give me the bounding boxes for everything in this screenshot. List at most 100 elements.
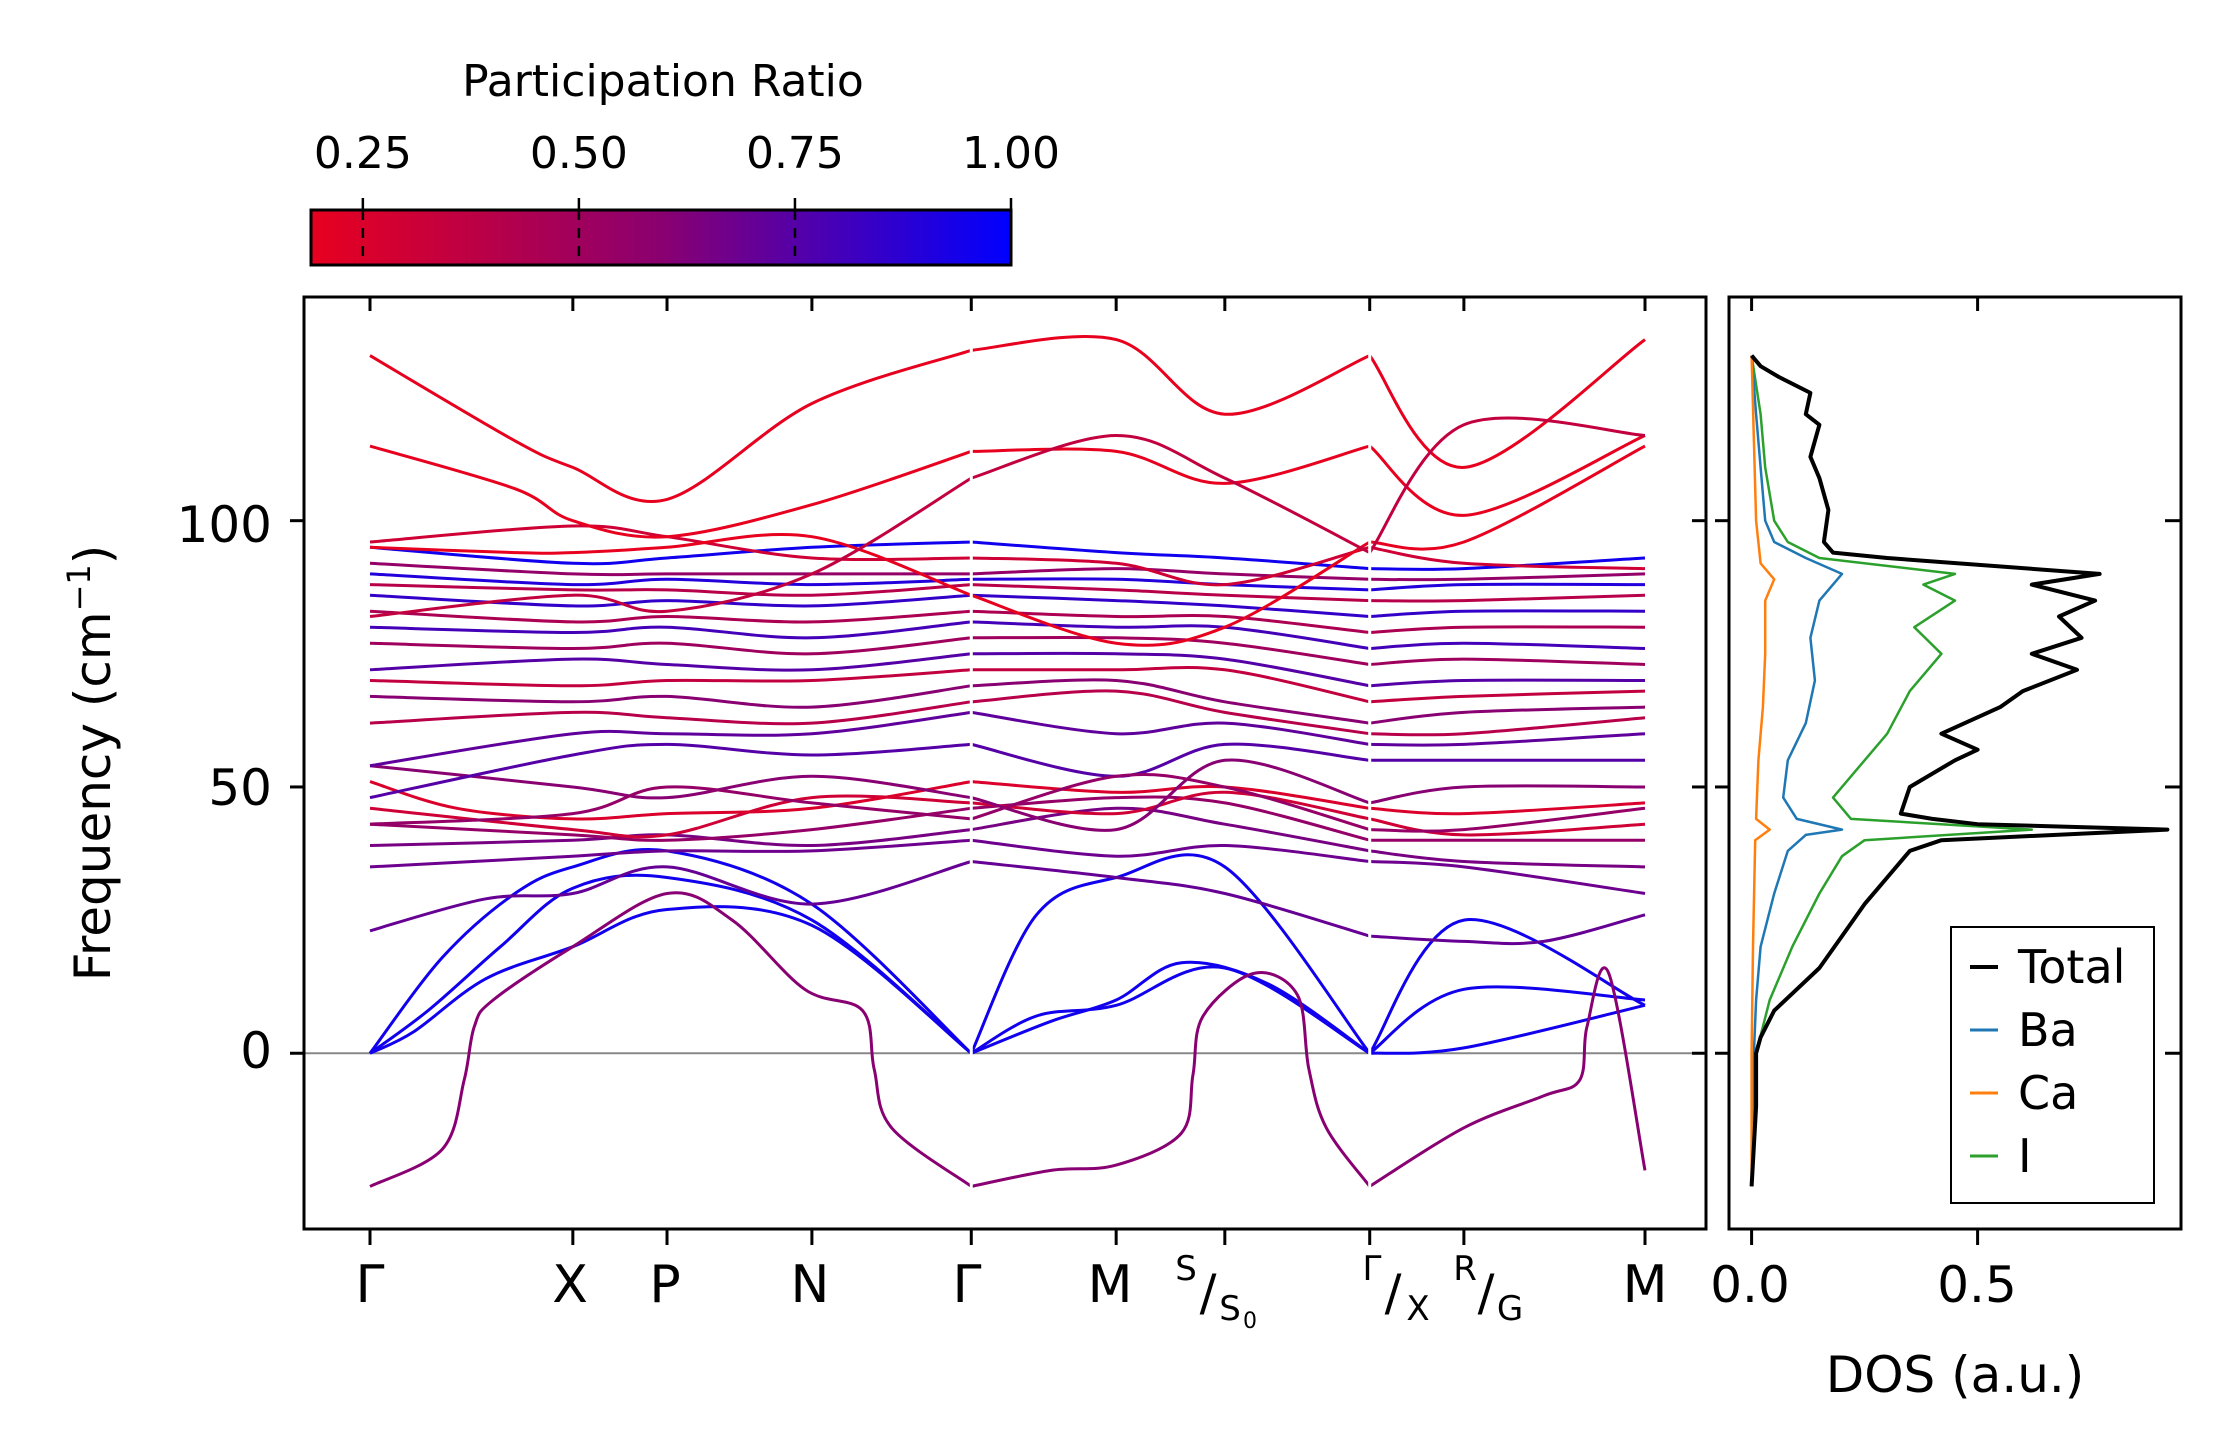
phonon-band bbox=[369, 668, 972, 688]
phonon-band bbox=[970, 540, 1371, 647]
colorbar-tick-label: 0.75 bbox=[746, 128, 844, 179]
phonon-band bbox=[1369, 641, 1646, 650]
dos-curve-total bbox=[1749, 354, 2170, 1187]
phonon-band bbox=[971, 790, 1370, 821]
phonon-band bbox=[369, 561, 972, 577]
phonon-band bbox=[369, 572, 972, 587]
phonon-band bbox=[1369, 732, 1646, 747]
phonon-band bbox=[1369, 817, 1646, 837]
kpoint-label: Γ bbox=[953, 1255, 982, 1315]
phonon-band bbox=[369, 860, 972, 933]
phonon-band bbox=[369, 636, 972, 656]
phonon-band bbox=[1369, 705, 1646, 725]
phonon-band bbox=[1369, 625, 1646, 634]
dos-curve-i bbox=[1750, 355, 2034, 1187]
phonon-band bbox=[369, 838, 972, 869]
phonon-band bbox=[1369, 806, 1646, 833]
phonon-band bbox=[369, 444, 972, 539]
svg-text:S: S bbox=[1219, 1289, 1241, 1329]
phonon-band bbox=[1369, 913, 1646, 946]
phonon-band bbox=[1368, 985, 1646, 1055]
kpoint-label: M bbox=[1623, 1255, 1668, 1315]
y-tick-label: 0 bbox=[240, 1022, 272, 1080]
phonon-band bbox=[369, 583, 972, 597]
path-break-gap bbox=[1368, 299, 1372, 1227]
phonon-band bbox=[1369, 545, 1646, 571]
legend-entry-total: Total bbox=[2017, 940, 2125, 994]
phonon-band bbox=[368, 848, 973, 1055]
dispersion-axes-frame bbox=[302, 295, 1708, 1231]
phonon-band bbox=[971, 710, 1370, 746]
kpoint-label-s-s0: S / S 0 bbox=[1175, 1249, 1257, 1334]
dos-panel: 0.0 0.5 DOS (a.u.) Total Ba Ca I bbox=[1710, 295, 2183, 1404]
phonon-band bbox=[971, 838, 1370, 863]
y-tick-label: 50 bbox=[208, 759, 272, 817]
phonon-band bbox=[969, 853, 1371, 1055]
legend-entry-ca: Ca bbox=[2018, 1066, 2078, 1120]
phonon-band bbox=[369, 742, 972, 800]
phonon-band bbox=[970, 758, 1371, 832]
colorbar-tick-label: 0.50 bbox=[530, 128, 628, 179]
phonon-band bbox=[971, 545, 1371, 587]
phonon-band bbox=[971, 635, 1370, 666]
phonon-band bbox=[1368, 918, 1646, 1055]
colorbar-tick-label: 0.25 bbox=[314, 128, 412, 179]
phonon-band bbox=[1368, 434, 1646, 517]
phonon-band bbox=[1369, 716, 1646, 737]
svg-text:0: 0 bbox=[1243, 1309, 1257, 1334]
phonon-band bbox=[1369, 582, 1646, 592]
phonon-band bbox=[971, 593, 1370, 618]
phonon-band bbox=[971, 689, 1370, 736]
svg-text:R: R bbox=[1453, 1249, 1477, 1289]
phonon-band bbox=[369, 905, 973, 1055]
phonon-band bbox=[971, 806, 1370, 853]
phonon-band bbox=[1369, 1003, 1646, 1055]
x-axis-label: DOS (a.u.) bbox=[1826, 1346, 2085, 1404]
phonon-band bbox=[1369, 444, 1646, 551]
phonon-band bbox=[971, 540, 1370, 571]
kpoint-label: Γ bbox=[356, 1255, 385, 1315]
colorbar-tick-label: 1.00 bbox=[962, 128, 1060, 179]
phonon-band bbox=[369, 828, 972, 848]
phonon-band bbox=[1369, 593, 1646, 603]
phonon-band bbox=[971, 678, 1370, 725]
phonon-band bbox=[971, 665, 1371, 704]
svg-text:X: X bbox=[1406, 1289, 1429, 1329]
colorbar-label: Participation Ratio bbox=[462, 56, 864, 107]
legend: Total Ba Ca I bbox=[1950, 926, 2155, 1204]
phonon-band bbox=[1368, 966, 1647, 1188]
dos-curve-ca bbox=[1750, 355, 1776, 1187]
phonon-band bbox=[369, 764, 972, 800]
legend-entry-i: I bbox=[2018, 1129, 2032, 1183]
phonon-band bbox=[1369, 849, 1646, 869]
phonon-band bbox=[1368, 416, 1646, 554]
phonon-band bbox=[369, 700, 972, 726]
phonon-band bbox=[970, 742, 1370, 778]
y-axis-label: Frequency (cm−1) bbox=[60, 545, 122, 982]
phonon-band bbox=[369, 710, 972, 768]
phonon-band bbox=[1369, 609, 1646, 618]
phonon-band bbox=[1368, 338, 1646, 469]
kpoint-label: N bbox=[791, 1255, 830, 1315]
phonon-band bbox=[971, 583, 1370, 603]
phonon-band bbox=[369, 785, 972, 826]
phonon-band bbox=[971, 334, 1371, 416]
kpoint-label: P bbox=[649, 1255, 680, 1315]
phonon-band bbox=[369, 780, 972, 821]
phonon-band bbox=[369, 533, 972, 597]
phonon-band bbox=[1369, 657, 1646, 666]
phonon-band bbox=[971, 971, 1371, 1188]
phonon-band bbox=[971, 795, 1371, 842]
phonon-band bbox=[971, 651, 1370, 688]
phonon-band bbox=[1369, 556, 1646, 571]
svg-text:Γ: Γ bbox=[1363, 1249, 1382, 1289]
phonon-band bbox=[369, 684, 972, 709]
legend-entry-ba: Ba bbox=[2018, 1003, 2078, 1057]
phonon-band bbox=[1369, 860, 1646, 895]
dos-curve-ba bbox=[1750, 355, 1844, 1187]
phonon-band bbox=[970, 433, 1371, 554]
phonon-band bbox=[369, 620, 972, 640]
phonon-band bbox=[369, 806, 972, 842]
kpoint-label: M bbox=[1088, 1255, 1133, 1315]
